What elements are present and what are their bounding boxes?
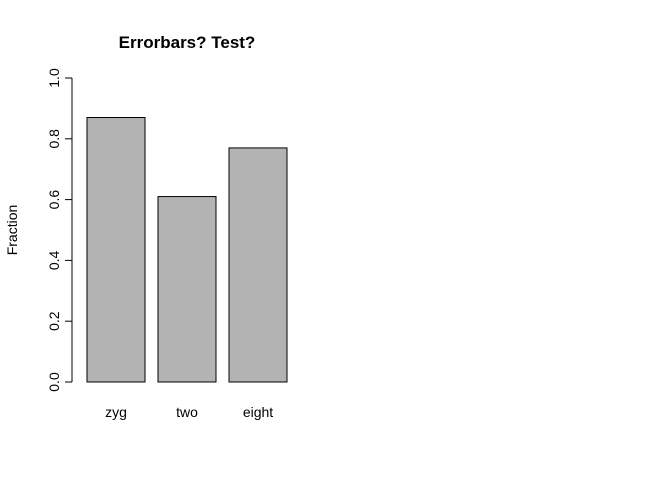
bar-eight: [228, 147, 288, 383]
x-category-label: two: [176, 404, 198, 420]
bar-zyg: [86, 117, 146, 383]
y-axis: 0.0 0.2 0.4 0.6 0.8 1.0: [46, 68, 73, 392]
y-axis-label: Fraction: [4, 205, 20, 256]
y-tick-label: 0.0: [46, 372, 62, 392]
y-tick-label: 1.0: [46, 68, 62, 88]
bars-group: [86, 117, 288, 383]
chart-title: Errorbars? Test?: [119, 33, 256, 52]
y-tick-label: 0.2: [46, 311, 62, 331]
x-category-label: eight: [243, 404, 273, 420]
bar-two: [157, 196, 217, 383]
y-tick-label: 0.8: [46, 129, 62, 149]
y-tick-label: 0.4: [46, 250, 62, 270]
x-axis-labels: zyg two eight: [105, 404, 273, 420]
y-tick-label: 0.6: [46, 190, 62, 210]
x-category-label: zyg: [105, 404, 127, 420]
